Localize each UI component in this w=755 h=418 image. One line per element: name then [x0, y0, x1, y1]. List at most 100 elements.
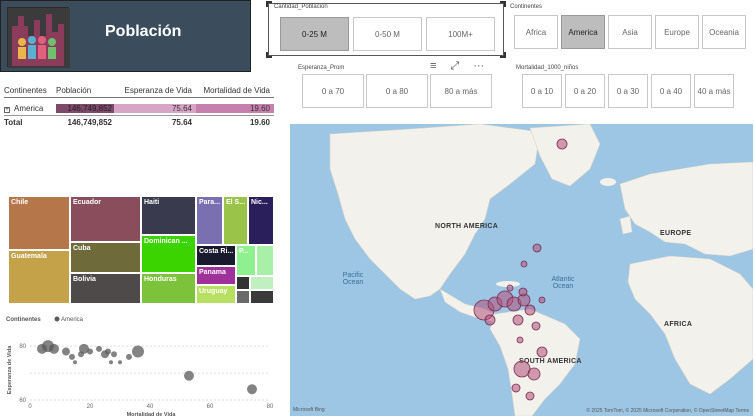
map-bubble[interactable] — [536, 346, 548, 358]
slicer-option-0a20[interactable]: 0 a 20 — [565, 74, 605, 108]
slicer-option-asia[interactable]: Asia — [608, 15, 652, 49]
scatter-point[interactable] — [247, 384, 257, 395]
treemap-tile-chile[interactable]: Chile — [8, 196, 70, 250]
summary-table: Continentes Población Esperanza de Vida … — [4, 84, 274, 129]
treemap-tile-dominican[interactable]: Dominican ... — [141, 235, 196, 273]
treemap-tile-ecuador[interactable]: Ecuador — [70, 196, 141, 242]
map-bubble[interactable] — [524, 304, 536, 316]
cell-poblacion: 146,749,852 — [56, 103, 114, 113]
label-africa: AFRICA — [664, 321, 693, 328]
map-bubble[interactable] — [525, 391, 535, 401]
table-total-row: Total 146,749,852 75.64 19.60 — [4, 115, 274, 129]
scatter-point[interactable] — [79, 343, 89, 354]
map-bubble[interactable] — [516, 336, 524, 344]
slicer-option-0a80[interactable]: 0 a 80 — [366, 74, 428, 108]
slicer-esperanza-options: 0 a 70 0 a 80 80 a más — [302, 74, 492, 108]
scatter-point[interactable] — [126, 353, 132, 360]
scatter-point[interactable] — [132, 345, 144, 358]
map-bubble[interactable] — [511, 383, 521, 393]
x-tick-label: 20 — [87, 404, 94, 410]
col-header-continentes[interactable]: Continentes — [4, 86, 47, 95]
total-esperanza: 75.64 — [171, 118, 192, 127]
y-axis-label: Esperanza de Vida — [7, 345, 13, 394]
slicer-option-america[interactable]: America — [561, 15, 605, 49]
map-bubble[interactable] — [484, 314, 496, 326]
slicer-option-oceania[interactable]: Oceania — [702, 15, 746, 49]
scatter-point[interactable] — [96, 345, 102, 352]
slicer-option-0-25m[interactable]: 0-25 M — [280, 17, 349, 51]
slicer-option-100m[interactable]: 100M+ — [426, 17, 495, 51]
treemap-tile-bolivia[interactable]: Bolivia — [70, 273, 141, 304]
slicer-option-africa[interactable]: Africa — [514, 15, 558, 49]
slicer-option-40amas[interactable]: 40 a más — [694, 74, 734, 108]
label-pacific-ocean: Pacific Ocean — [342, 272, 364, 286]
slicer-option-europe[interactable]: Europe — [655, 15, 699, 49]
scatter-point[interactable] — [111, 351, 117, 358]
map-bubble[interactable] — [512, 314, 524, 326]
treemap-tile-honduras[interactable]: Honduras — [141, 273, 196, 304]
selected-visual-frame[interactable] — [266, 1, 506, 58]
map-bubble[interactable] — [556, 138, 568, 150]
filter-icon[interactable]: ≡ — [430, 60, 437, 72]
title-card: Población — [0, 0, 251, 72]
slicer-option-0a40[interactable]: 0 a 40 — [651, 74, 691, 108]
scatter-point[interactable] — [73, 360, 77, 365]
map-bubble[interactable] — [506, 284, 514, 292]
focus-mode-icon[interactable]: ⤢ — [450, 60, 460, 72]
treemap-tile-guatemala[interactable]: Guatemala — [8, 250, 70, 304]
treemap-tile-small-b[interactable] — [236, 276, 250, 290]
treemap-tile-paraguay[interactable]: Para... — [196, 196, 223, 245]
slicer-continentes-options: Africa America Asia Europe Oceania — [514, 15, 746, 49]
treemap-tile-uruguay[interactable]: Uruguay — [196, 285, 236, 304]
x-tick-label: 60 — [207, 404, 214, 410]
legend-title: Continentes — [6, 317, 41, 323]
slicer-option-0a70[interactable]: 0 a 70 — [302, 74, 364, 108]
treemap-tile-puerto[interactable]: P... — [236, 245, 256, 276]
scatter-point[interactable] — [109, 360, 113, 365]
table-row[interactable]: + America 146,749,852 75.64 19.60 — [4, 101, 274, 115]
map-bubble[interactable] — [538, 296, 546, 304]
scatter-point[interactable] — [49, 343, 59, 354]
scatter-chart: Continentes America Esperanza de Vida Mo… — [0, 312, 280, 418]
treemap-tile-haiti[interactable]: Haiti — [141, 196, 196, 235]
col-header-mortalidad[interactable]: Mortalidad de Vida — [203, 86, 270, 95]
scatter-point[interactable] — [69, 353, 75, 360]
map-bubble[interactable] — [527, 367, 541, 381]
treemap-tile-small-a[interactable] — [256, 245, 274, 276]
treemap-tile-el-salvador[interactable]: El S... — [223, 196, 248, 245]
slicer-option-80amas[interactable]: 80 a más — [430, 74, 492, 108]
col-header-poblacion[interactable]: Población — [56, 86, 92, 95]
treemap-tile-costa-rica[interactable]: Costa Ri... — [196, 245, 236, 266]
map-bubble[interactable] — [518, 287, 528, 297]
scatter-point[interactable] — [62, 347, 70, 356]
expand-icon[interactable]: + — [4, 106, 10, 113]
map-bubble[interactable] — [513, 360, 531, 378]
scatter-point[interactable] — [105, 348, 111, 355]
x-tick-label: 80 — [267, 404, 274, 410]
treemap-tile-small-e[interactable] — [250, 290, 274, 304]
slicer-option-0a30[interactable]: 0 a 30 — [608, 74, 648, 108]
col-header-esperanza[interactable]: Esperanza de Vida — [124, 86, 192, 95]
treemap-tile-panama[interactable]: Panama — [196, 266, 236, 285]
map-attribution[interactable]: © 2025 TomTom, © 2025 Microsoft Corporat… — [586, 408, 749, 414]
treemap-tile-cuba[interactable]: Cuba — [70, 242, 141, 273]
world-map[interactable]: NORTH AMERICA SOUTH AMERICA EUROPE AFRIC… — [290, 124, 753, 416]
x-tick-label: 0 — [28, 404, 32, 410]
total-mortalidad: 19.60 — [249, 118, 270, 127]
scatter-point[interactable] — [118, 360, 122, 365]
map-bubbles — [473, 138, 568, 401]
map-bubble[interactable] — [520, 260, 528, 268]
treemap-tile-small-d[interactable] — [236, 290, 250, 304]
slicer-option-0-50m[interactable]: 0-50 M — [353, 17, 422, 51]
treemap-tile-small-c[interactable] — [250, 276, 274, 290]
map-bubble[interactable] — [532, 243, 542, 253]
more-options-icon[interactable]: ··· — [473, 60, 485, 72]
scatter-point[interactable] — [184, 370, 194, 381]
scatter-point[interactable] — [87, 348, 93, 355]
treemap-tile-nicaragua[interactable]: Nic... — [248, 196, 274, 245]
page-title: Población — [105, 23, 182, 40]
slicer-option-0a10[interactable]: 0 a 10 — [522, 74, 562, 108]
x-tick-label: 40 — [147, 404, 154, 410]
map-bubble[interactable] — [531, 321, 541, 331]
x-axis-label: Mortalidad de Vida — [127, 412, 177, 418]
